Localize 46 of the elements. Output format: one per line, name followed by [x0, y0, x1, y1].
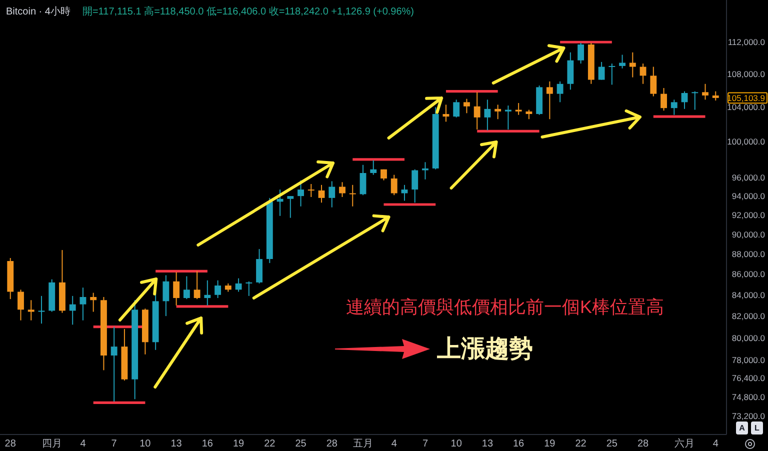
- y-tick-label: 82,000.0: [732, 311, 766, 322]
- x-tick-label: 10: [450, 438, 462, 450]
- x-tick-label: 7: [111, 438, 118, 450]
- x-tick-label: 25: [606, 438, 618, 450]
- y-tick-label: 104,000.0: [727, 102, 766, 112]
- price-label: 105,103.9: [727, 92, 768, 104]
- header: Bitcoin · 4小時 開=117,115.1 高=118,450.0 低=116,406.0 收=118,242.0 +1,126.9 (+0.96%): [6, 6, 414, 18]
- y-tick-label: 78,000.0: [732, 355, 766, 366]
- x-tick-label: 28: [637, 438, 650, 450]
- annotation: 上漲趨勢: [436, 336, 533, 362]
- x-tick-label: 28: [326, 438, 338, 450]
- button: L: [751, 422, 763, 434]
- y-tick-label: 94,000.0: [732, 191, 766, 202]
- y-tick-label: 86,000.0: [732, 269, 766, 280]
- x-tick-label: 22: [264, 438, 276, 450]
- x-tick-label: 19: [232, 438, 245, 450]
- y-tick-label: 90,000.0: [732, 229, 766, 240]
- x-tick-label: 4: [80, 438, 86, 450]
- y-tick-label: 108,000.0: [727, 69, 766, 80]
- y-tick-label: 74,800.0: [732, 392, 766, 402]
- annotation: 連續的高價與低價相比前一個K棒位置高: [346, 297, 664, 317]
- x-tick-label: 13: [482, 438, 494, 450]
- x-tick-label: 7: [422, 438, 428, 450]
- x-tick-label: 10: [140, 438, 152, 450]
- x-tick-label: 4: [712, 438, 719, 450]
- x-tick-label: 22: [575, 438, 587, 450]
- y-tick-label: 76,400.0: [732, 373, 766, 384]
- x-tick-label: 28: [4, 438, 16, 450]
- y-tick-label: 92,000.0: [732, 210, 766, 220]
- button: A: [736, 422, 748, 434]
- x-tick-label: 19: [544, 438, 556, 450]
- x-tick-label: 四月: [42, 438, 62, 450]
- y-tick-label: 80,000.0: [732, 332, 766, 343]
- y-tick-label: 100,000.0: [727, 136, 766, 147]
- x-tick-label: 五月: [353, 438, 373, 450]
- y-tick-label: 73,200.0: [732, 410, 766, 421]
- y-tick-label: 84,000.0: [732, 290, 766, 300]
- x-tick-label: 25: [295, 438, 307, 450]
- x-tick-label: 4: [391, 438, 398, 450]
- y-tick-label: 112,000.0: [728, 37, 766, 48]
- x-tick-label: 16: [513, 438, 525, 450]
- y-tick-label: 88,000.0: [732, 249, 766, 260]
- x-tick-label: 六月: [674, 438, 695, 450]
- x-tick-label: 13: [170, 438, 182, 450]
- y-tick-label: 96,000.0: [732, 172, 766, 183]
- x-tick-label: 16: [202, 438, 214, 450]
